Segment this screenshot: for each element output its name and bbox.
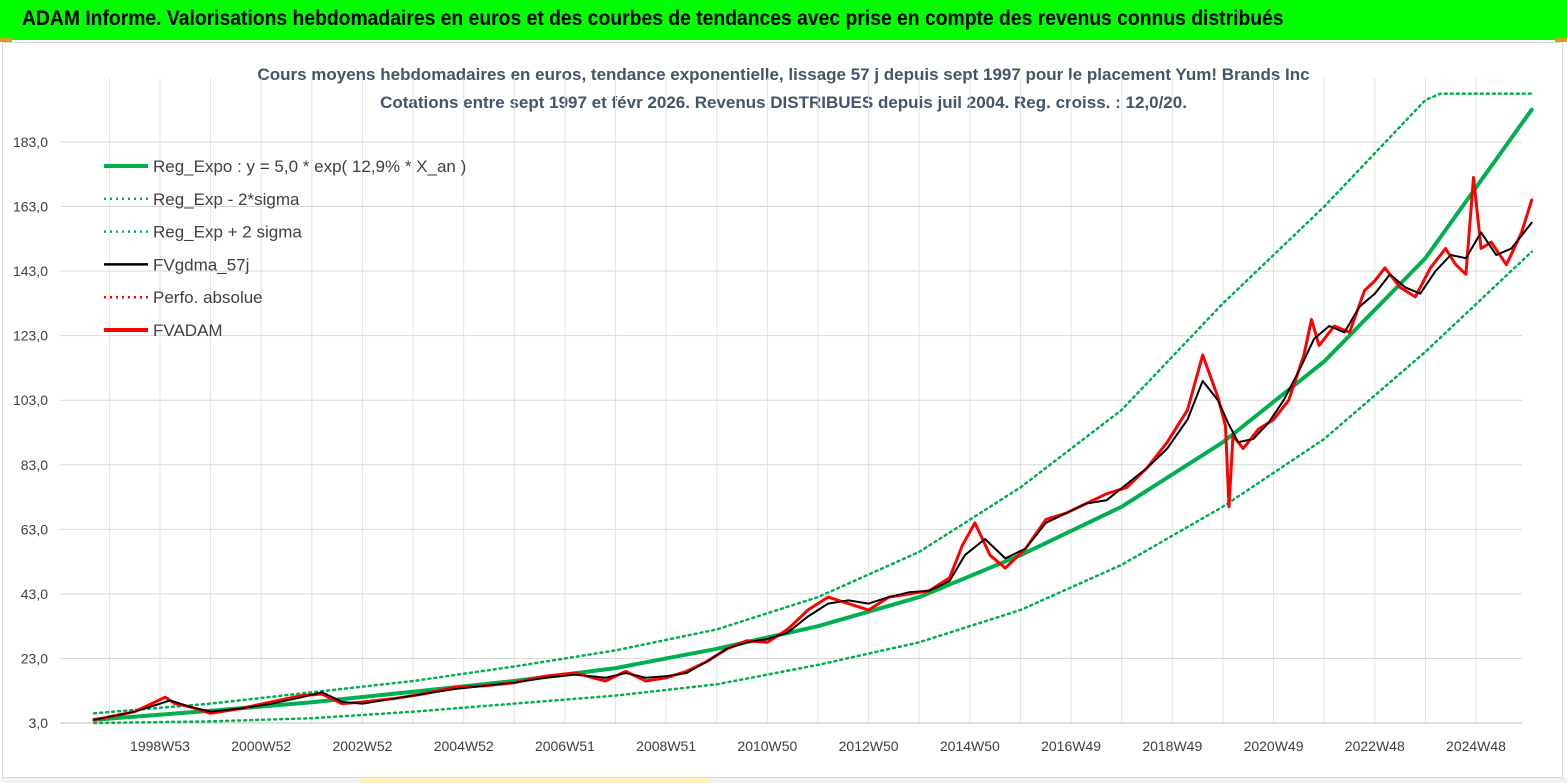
chart-title-line1: Cours moyens hebdomadaires en euros, ten… <box>257 65 1310 84</box>
chart-frame <box>2 42 1563 778</box>
series-reg-exp-minus-2sigma <box>92 250 1533 725</box>
legend-label: Reg_Exp + 2 sigma <box>153 223 302 242</box>
title-banner <box>0 0 1567 40</box>
legend-label: Reg_Exp - 2*sigma <box>153 190 300 209</box>
y-tick-label: 163,0 <box>13 199 48 215</box>
x-tick-label: 2022W48 <box>1345 738 1405 754</box>
x-axis-ticks: 1998W53 2000W52 2002W52 2004W52 2006W51 2008W… <box>130 738 1506 754</box>
y-tick-label: 143,0 <box>13 263 48 279</box>
y-axis-ticks: 3,0 23,0 43,0 63,0 83,0 103,0 123,0 143,0 163,0 1… <box>13 134 48 731</box>
y-tick-label: 23,0 <box>21 650 48 666</box>
x-tick-label: 2008W51 <box>636 738 696 754</box>
report-title: ADAM Informe. Valorisations hebdomadaire… <box>22 7 1284 30</box>
chart-title-line2: Cotations entre sept 1997 et févr 2026. … <box>380 93 1187 112</box>
series-reg-exp-plus-2sigma <box>92 92 1533 715</box>
series-fvgdma-57j-overlay <box>94 222 1533 721</box>
y-tick-label: 123,0 <box>13 328 48 344</box>
x-tick-label: 1998W53 <box>130 738 190 754</box>
x-tick-label: 2000W52 <box>231 738 291 754</box>
x-tick-label: 2016W49 <box>1041 738 1101 754</box>
legend-label: FVgdma_57j <box>153 255 249 274</box>
legend-label: FVADAM <box>153 321 223 340</box>
x-tick-label: 2002W52 <box>332 738 392 754</box>
series-fvgdma-57j <box>93 221 1533 721</box>
chart-legend: Reg_Expo : y = 5,0 * exp( 12,9% * X_an )… <box>104 157 466 340</box>
y-tick-label: 63,0 <box>21 521 48 537</box>
y-tick-label: 43,0 <box>21 586 48 602</box>
x-tick-label: 2014W50 <box>940 738 1000 754</box>
x-tick-label: 2012W50 <box>839 738 899 754</box>
chart-series <box>92 92 1534 725</box>
series-fvadam <box>92 176 1534 722</box>
x-tick-label: 2006W51 <box>535 738 595 754</box>
x-tick-label: 2004W52 <box>434 738 494 754</box>
legend-label: Perfo. absolue <box>153 288 263 307</box>
y-tick-label: 103,0 <box>13 392 48 408</box>
legend-label: Reg_Expo : y = 5,0 * exp( 12,9% * X_an ) <box>153 157 466 176</box>
series-reg-expo <box>92 107 1534 722</box>
x-tick-label: 2024W48 <box>1446 738 1506 754</box>
x-tick-label: 2020W49 <box>1244 738 1304 754</box>
bottom-strip-accent <box>360 778 710 783</box>
chart-grid <box>60 78 1522 724</box>
x-tick-label: 2010W50 <box>737 738 797 754</box>
banner-corner-right <box>1555 38 1567 42</box>
y-tick-label: 83,0 <box>21 457 48 473</box>
x-tick-label: 2018W49 <box>1142 738 1202 754</box>
bottom-strip <box>0 778 1567 783</box>
banner-corner-left <box>0 38 12 42</box>
y-tick-label: 183,0 <box>13 134 48 150</box>
y-tick-label: 3,0 <box>29 715 49 731</box>
